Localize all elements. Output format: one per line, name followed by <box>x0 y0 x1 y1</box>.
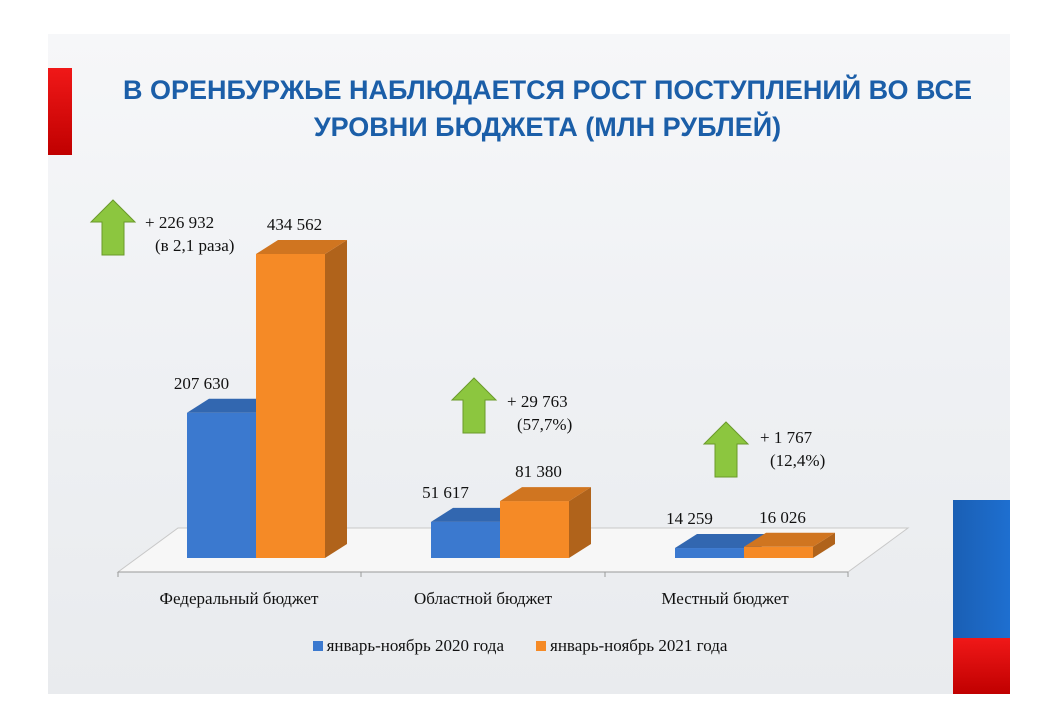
bar-0-1 <box>431 521 500 558</box>
legend-label-2020: январь-ноябрь 2020 года <box>326 636 504 655</box>
bar-top-0-1 <box>431 507 522 522</box>
up-arrow-icon <box>702 421 750 478</box>
chart-legend: январь-ноябрь 2020 года январь-ноябрь 20… <box>0 636 1040 656</box>
slide-background <box>48 34 1010 694</box>
growth-ratio: (12,4%) <box>770 451 825 470</box>
legend-item-2021: январь-ноябрь 2021 года <box>536 636 727 656</box>
data-label: 207 630 <box>174 374 229 393</box>
bar-top-1-2 <box>744 532 835 547</box>
bar-side-1-0 <box>325 240 347 558</box>
growth-value: + 29 763 <box>507 392 568 411</box>
data-label: 16 026 <box>759 508 806 527</box>
blue-accent-bar-right <box>953 500 1010 638</box>
up-arrow-icon <box>450 377 498 434</box>
x-tick-label: Местный бюджет <box>661 589 789 608</box>
x-tick-label: Федеральный бюджет <box>160 589 319 608</box>
bar-top-0-2 <box>675 534 766 549</box>
legend-item-2020: январь-ноябрь 2020 года <box>312 636 504 656</box>
red-accent-bar-right <box>953 638 1010 694</box>
bar-side-1-2 <box>813 532 835 558</box>
bar-top-0-0 <box>187 398 278 413</box>
bar-top-1-1 <box>500 487 591 502</box>
legend-label-2021: январь-ноябрь 2021 года <box>550 636 728 655</box>
bar-1-0 <box>256 254 325 558</box>
growth-ratio: (57,7%) <box>517 415 572 434</box>
bar-0-0 <box>187 412 256 558</box>
bar-0-2 <box>675 548 744 558</box>
data-label: 434 562 <box>267 215 322 234</box>
data-label: 14 259 <box>666 509 713 528</box>
slide-title: В ОРЕНБУРЖЬЕ НАБЛЮДАЕТСЯ РОСТ ПОСТУПЛЕНИ… <box>123 75 972 142</box>
growth-value: + 1 767 <box>760 428 813 447</box>
bar-1-1 <box>500 501 569 558</box>
bar-top-1-0 <box>256 240 347 254</box>
legend-swatch-2021 <box>536 641 546 651</box>
x-tick-label: Областной бюджет <box>414 589 553 608</box>
bar-side-1-1 <box>569 487 591 558</box>
legend-swatch-2020 <box>312 641 323 651</box>
growth-annotation: + 226 932 (в 2,1 раза) <box>89 199 234 256</box>
growth-value: + 226 932 <box>145 213 214 232</box>
growth-annotation: + 29 763 (57,7%) <box>450 377 572 434</box>
up-arrow-icon <box>89 199 137 256</box>
growth-annotation: + 1 767 (12,4%) <box>702 421 825 478</box>
growth-ratio: (в 2,1 раза) <box>155 236 234 255</box>
bar-1-2 <box>744 546 813 558</box>
red-accent-bar-left <box>48 68 72 155</box>
data-label: 51 617 <box>422 483 469 502</box>
data-label: 81 380 <box>515 462 562 481</box>
